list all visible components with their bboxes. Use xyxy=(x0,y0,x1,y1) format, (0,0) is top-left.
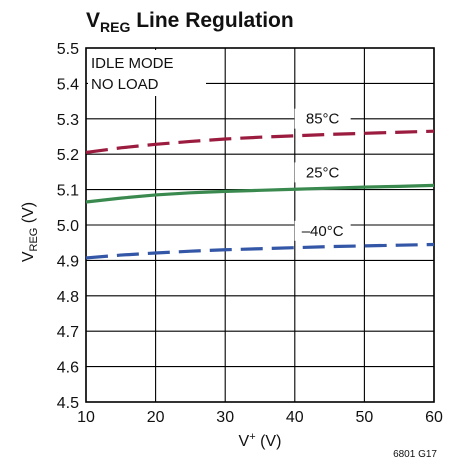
figure-code: 6801 G17 xyxy=(393,449,437,460)
x-tick-label: 20 xyxy=(147,409,165,426)
series-label-1: 25°C xyxy=(306,164,340,181)
series-label-bg xyxy=(294,220,351,241)
y-tick-label: 4.6 xyxy=(57,360,79,377)
x-axis-label: V+ (V) xyxy=(239,431,282,450)
series-lines xyxy=(85,129,435,260)
annotation-line-1: IDLE MODE xyxy=(91,55,174,72)
y-axis-label-rest: (V) xyxy=(20,202,37,228)
series-label-bg xyxy=(294,108,351,129)
y-tick-label: 5.4 xyxy=(57,76,79,93)
annotation-box xyxy=(88,50,206,96)
y-axis-label-main: V xyxy=(20,251,37,262)
series-line-1 xyxy=(85,183,435,204)
y-tick-label: 4.8 xyxy=(57,289,79,306)
series-line-0 xyxy=(85,129,435,155)
x-tick-label: 60 xyxy=(425,409,443,426)
y-axis-label: VREG (V) xyxy=(20,202,40,262)
annotation-line-2: NO LOAD xyxy=(91,76,159,93)
y-axis-label-sub: REG xyxy=(28,228,40,252)
x-tick-label: 10 xyxy=(77,409,95,426)
series-labels: 85°C 25°C –40°C xyxy=(294,108,351,241)
y-tick-label: 4.5 xyxy=(57,395,79,412)
x-tick-label: 50 xyxy=(356,409,374,426)
x-tick-label: 30 xyxy=(216,409,234,426)
x-axis-ticks: 10 20 30 40 50 60 xyxy=(77,409,443,426)
y-tick-label: 5.3 xyxy=(57,112,79,129)
plot-grid xyxy=(85,47,435,403)
y-tick-label: 5.0 xyxy=(57,218,79,235)
y-tick-label: 5.2 xyxy=(57,147,79,164)
y-tick-label: 4.9 xyxy=(57,253,79,270)
plot-frame xyxy=(85,47,435,403)
chart-title: VREG Line Regulation xyxy=(86,9,294,35)
series-label-bg xyxy=(294,162,351,183)
x-axis-label-rest: (V) xyxy=(256,433,282,450)
chart-title-rest: Line Regulation xyxy=(130,9,293,32)
x-tick-label: 40 xyxy=(286,409,304,426)
series-line-2 xyxy=(85,242,435,260)
y-tick-label: 5.1 xyxy=(57,183,79,200)
series-label-2: –40°C xyxy=(302,223,344,240)
chart-title-main: V xyxy=(86,9,100,32)
x-axis-label-main: V xyxy=(239,433,250,450)
chart-title-sub: REG xyxy=(100,19,130,35)
x-axis-label-sup: + xyxy=(249,431,255,443)
y-axis-ticks: 4.5 4.6 4.7 4.8 4.9 5.0 5.1 5.2 5.3 5.4 5.5 xyxy=(57,41,79,412)
y-tick-label: 5.5 xyxy=(57,41,79,58)
series-label-0: 85°C xyxy=(306,111,340,128)
y-tick-label: 4.7 xyxy=(57,324,79,341)
